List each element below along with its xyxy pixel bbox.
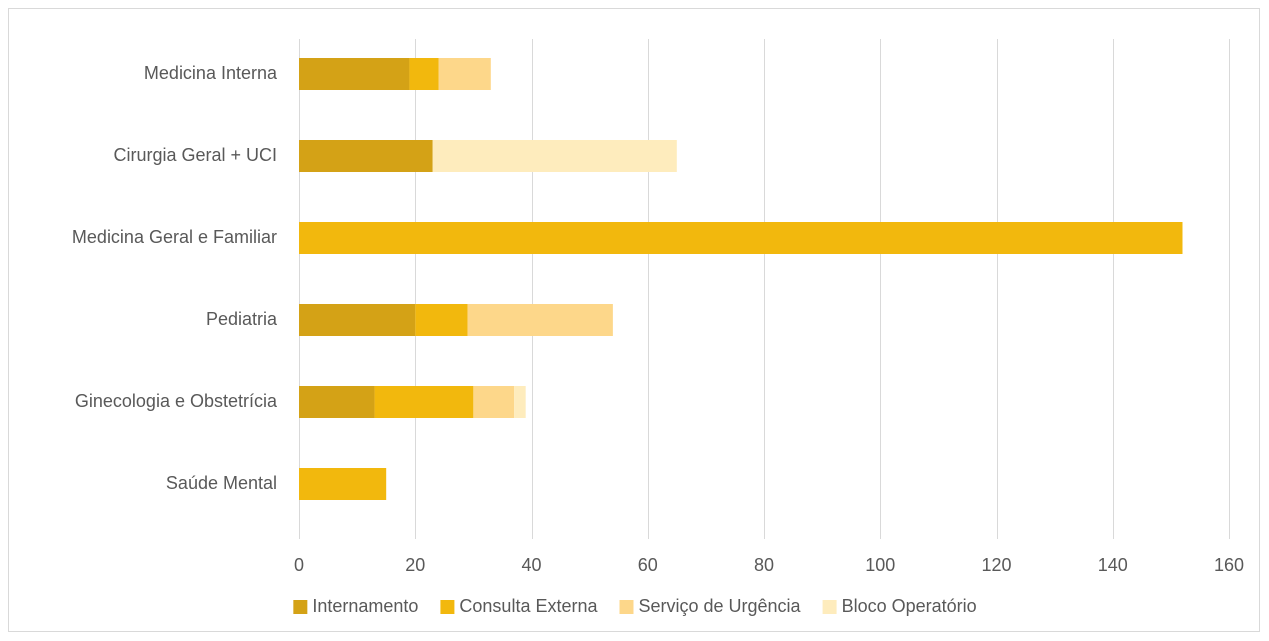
- bar-segment-internamento: [299, 140, 433, 172]
- x-tick-label: 120: [981, 555, 1011, 575]
- gridlines: [299, 39, 1230, 539]
- category-label: Medicina Interna: [144, 63, 278, 83]
- legend-item: Internamento: [293, 596, 418, 616]
- legend-label: Internamento: [312, 596, 418, 616]
- x-tick-label: 160: [1214, 555, 1244, 575]
- bar-segment-bloco-operat-rio: [514, 386, 526, 418]
- legend-item: Serviço de Urgência: [619, 596, 802, 616]
- category-label: Saúde Mental: [166, 473, 277, 493]
- bar-segment-servi-o-de-urg-ncia: [467, 304, 613, 336]
- bars: [299, 58, 1183, 500]
- legend-label: Serviço de Urgência: [638, 596, 801, 616]
- bar-segment-internamento: [299, 58, 410, 90]
- x-tick-label: 40: [521, 555, 541, 575]
- bar-segment-consulta-externa: [409, 58, 439, 90]
- bar-segment-servi-o-de-urg-ncia: [473, 386, 515, 418]
- legend-swatch: [440, 600, 455, 614]
- bar-segment-consulta-externa: [374, 386, 474, 418]
- x-tick-label: 60: [638, 555, 658, 575]
- category-label: Ginecologia e Obstetrícia: [75, 391, 278, 411]
- bar-segment-bloco-operat-rio: [432, 140, 677, 172]
- category-labels: Medicina Interna Cirurgia Geral + UCI Medi…: [72, 63, 278, 493]
- legend-item: Bloco Operatório: [822, 596, 977, 616]
- x-tick-labels: 0 20 40 60 80 100 120 140 160: [294, 555, 1244, 575]
- x-tick-label: 20: [405, 555, 425, 575]
- bar-segment-consulta-externa: [299, 222, 1183, 254]
- legend-item: Consulta Externa: [440, 596, 598, 616]
- stacked-bar-chart: Medicina Interna Cirurgia Geral + UCI Medi…: [72, 39, 1244, 616]
- legend-label: Consulta Externa: [459, 596, 598, 616]
- legend-swatch: [619, 600, 634, 614]
- legend-swatch: [293, 600, 308, 614]
- bar-segment-consulta-externa: [299, 468, 387, 500]
- x-tick-label: 100: [865, 555, 895, 575]
- x-tick-label: 0: [294, 555, 304, 575]
- x-tick-label: 80: [754, 555, 774, 575]
- chart-frame: Medicina Interna Cirurgia Geral + UCI Medi…: [8, 8, 1260, 632]
- bar-segment-internamento: [299, 386, 375, 418]
- x-tick-label: 140: [1098, 555, 1128, 575]
- legend-swatch: [822, 600, 837, 614]
- bar-segment-consulta-externa: [415, 304, 468, 336]
- category-label: Pediatria: [206, 309, 278, 329]
- bar-segment-internamento: [299, 304, 416, 336]
- bar-segment-servi-o-de-urg-ncia: [438, 58, 491, 90]
- legend-label: Bloco Operatório: [842, 596, 977, 616]
- category-label: Medicina Geral e Familiar: [72, 227, 277, 247]
- legend: Internamento Consulta Externa Serviço de U…: [293, 596, 977, 616]
- category-label: Cirurgia Geral + UCI: [113, 145, 277, 165]
